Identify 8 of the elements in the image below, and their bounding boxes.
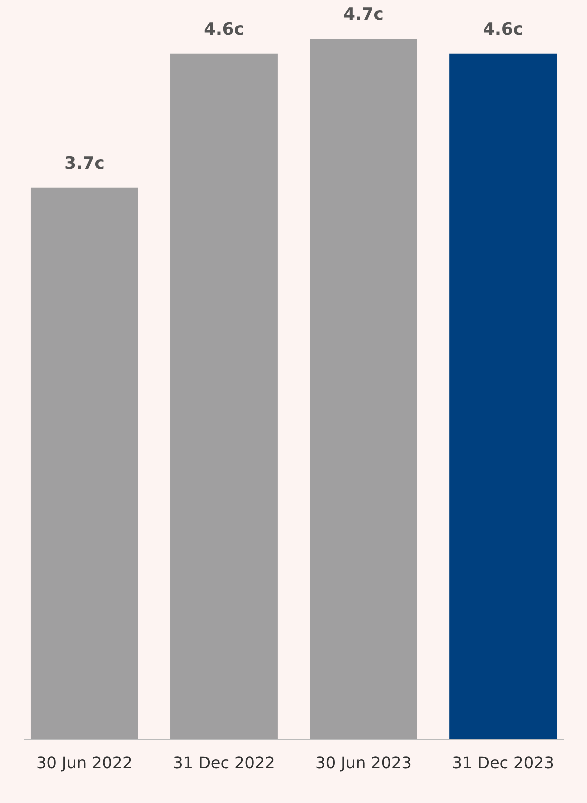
data-label: 3.7c <box>64 154 105 174</box>
data-label: 4.6c <box>483 20 524 40</box>
data-label: 4.6c <box>204 20 244 40</box>
x-tick-label: 31 Dec 2023 <box>452 754 554 772</box>
x-tick-label: 31 Dec 2022 <box>173 754 276 772</box>
data-label: 4.7c <box>344 5 384 25</box>
x-tick-label: 30 Jun 2022 <box>36 754 133 772</box>
x-tick-label: 30 Jun 2023 <box>316 754 412 772</box>
